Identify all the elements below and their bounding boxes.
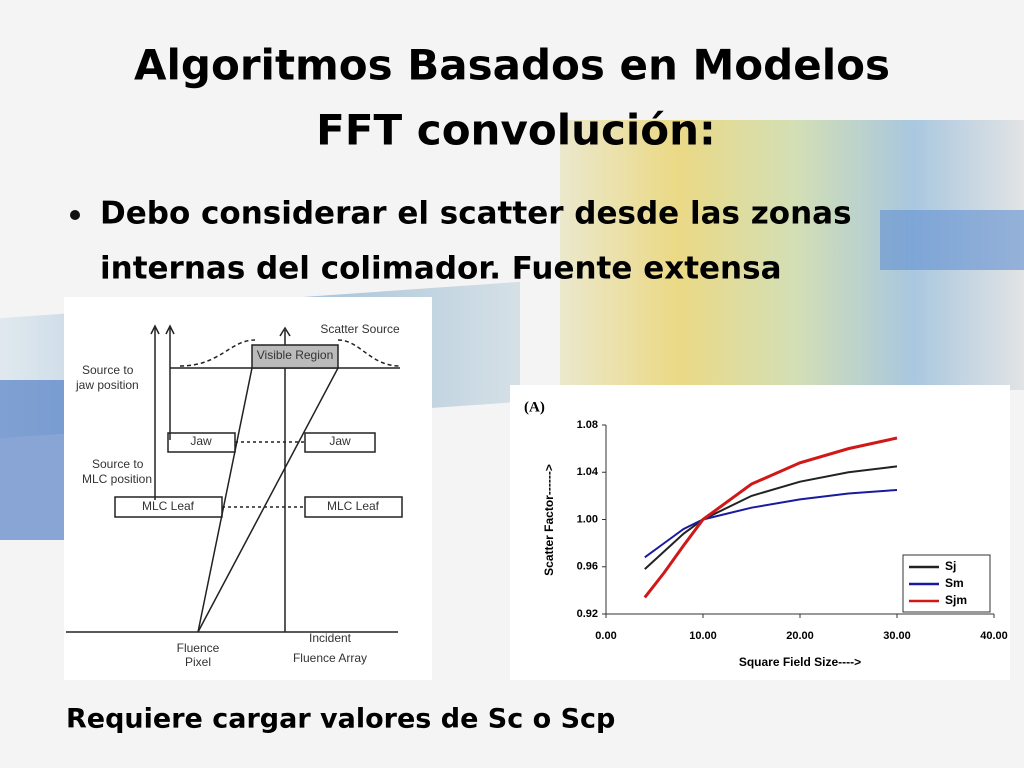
label: MLC position [82, 472, 152, 486]
label: Jaw [190, 434, 212, 448]
bullet-text: Debo considerar el scatter desde las zon… [100, 196, 852, 232]
chart: (A) Square Field Size----> Scatter Facto… [510, 385, 1010, 680]
label: Source to [92, 457, 144, 471]
bullet [70, 210, 80, 220]
label: Fluence [177, 641, 220, 655]
x-tick-label: 30.00 [883, 630, 911, 642]
y-tick-label: 0.96 [577, 561, 598, 573]
legend [902, 554, 991, 613]
label: MLC Leaf [142, 499, 195, 513]
panel-label: (A) [524, 399, 545, 415]
label: MLC Leaf [327, 499, 380, 513]
x-tick-label: 0.00 [595, 630, 616, 642]
label: Pixel [185, 655, 211, 669]
bullet-text: internas del colimador. Fuente extensa [100, 251, 782, 287]
legend-label: Sj [945, 559, 956, 573]
label: Incident [309, 631, 352, 645]
label: jaw position [75, 378, 139, 392]
legend-label: Sm [945, 576, 964, 590]
label: Visible Region [257, 348, 334, 362]
x-axis-label: Square Field Size----> [739, 655, 861, 669]
y-tick-label: 1.00 [577, 513, 598, 525]
y-axis-label: Scatter Factor------> [542, 464, 556, 576]
label: Fluence Array [293, 651, 367, 665]
title: Algoritmos Basados en Modelos [134, 41, 890, 90]
legend-label: Sjm [945, 593, 967, 607]
series-line [643, 436, 898, 599]
chart-panel [510, 385, 1010, 680]
x-tick-label: 10.00 [689, 630, 717, 642]
x-tick-label: 40.00 [980, 630, 1008, 642]
label: Jaw [329, 434, 351, 448]
y-tick-label: 1.08 [577, 419, 598, 431]
label: Source to [82, 363, 134, 377]
footer: Requiere cargar valores de Sc o Scp [66, 704, 615, 735]
label: Scatter Source [320, 322, 400, 336]
y-tick-label: 1.04 [577, 466, 599, 478]
series-line [644, 465, 898, 570]
diagram: Scatter Source Visible Region Source to … [64, 297, 432, 680]
series-line [644, 488, 898, 559]
diagram-panel [64, 297, 432, 680]
x-tick-label: 20.00 [786, 630, 814, 642]
title: FFT convolución: [316, 106, 716, 155]
y-tick-label: 0.92 [577, 608, 598, 620]
